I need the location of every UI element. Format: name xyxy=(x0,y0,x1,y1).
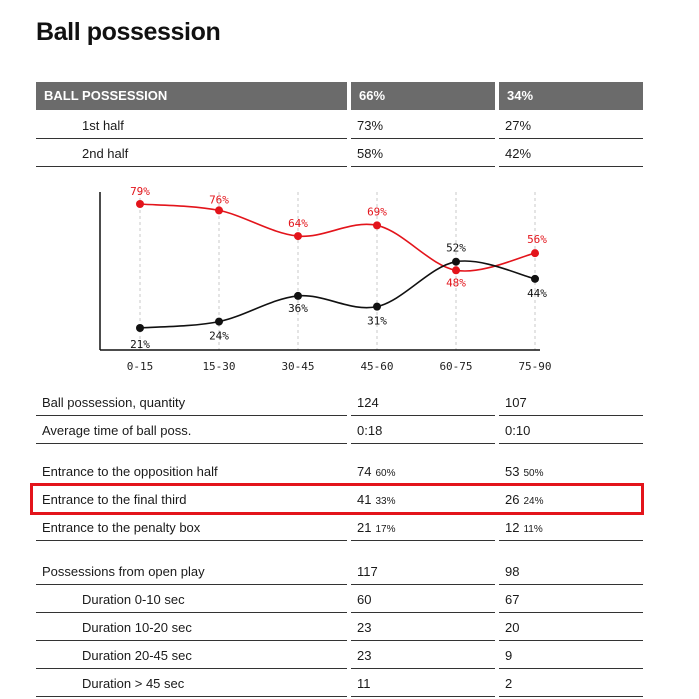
opp-half-home-count: 74 xyxy=(357,464,372,479)
data-label: 36% xyxy=(288,302,308,315)
data-point xyxy=(452,257,460,266)
penalty-box-away: 12 11% xyxy=(499,513,643,541)
first-half-home: 73% xyxy=(351,111,495,139)
header-label: BALL POSSESSION xyxy=(36,82,347,110)
final-third-away-pct: 24% xyxy=(523,496,544,507)
x-tick-label: 15-30 xyxy=(202,360,235,373)
data-point xyxy=(452,266,460,275)
x-tick-label: 0-15 xyxy=(127,360,154,373)
quantity-home: 124 xyxy=(351,388,495,416)
second-half-away: 42% xyxy=(499,139,643,167)
penalty-box-label: Entrance to the penalty box xyxy=(36,513,347,541)
opp-half-away-count: 53 xyxy=(505,464,520,479)
quantity-away: 107 xyxy=(499,388,643,416)
duration-over-45-away: 2 xyxy=(499,669,643,697)
possession-line-chart: 79% 76% 64% 69% 48% 56% 21% 24% 36% 31% 52% 44% 0-1… xyxy=(99,185,552,373)
opp-half-away-pct: 50% xyxy=(523,468,544,479)
data-label: 52% xyxy=(446,242,466,255)
data-point xyxy=(136,324,144,332)
first-half-label: 1st half xyxy=(36,111,347,139)
duration-10-20-label: Duration 10-20 sec xyxy=(36,613,347,641)
data-label: 24% xyxy=(209,330,229,343)
final-third-home-count: 41 xyxy=(357,492,372,507)
data-label: 56% xyxy=(527,233,547,246)
avg-time-home: 0:18 xyxy=(351,416,495,444)
duration-0-10-home: 60 xyxy=(351,585,495,613)
duration-10-20-home: 23 xyxy=(351,613,495,641)
open-play-label: Possessions from open play xyxy=(36,557,347,585)
penalty-box-away-pct: 11% xyxy=(523,524,543,535)
data-point xyxy=(373,221,381,230)
header-home-total: 66% xyxy=(351,82,495,110)
duration-20-45-away: 9 xyxy=(499,641,643,669)
series-line-black xyxy=(139,260,536,329)
second-half-home: 58% xyxy=(351,139,495,167)
penalty-box-home-count: 21 xyxy=(357,520,372,535)
data-label: 79% xyxy=(130,185,150,198)
penalty-box-home-pct: 17% xyxy=(375,524,396,535)
data-point xyxy=(215,206,223,215)
second-half-label: 2nd half xyxy=(36,139,347,167)
data-label: 64% xyxy=(288,217,308,230)
data-point xyxy=(294,291,302,300)
x-tick-label: 30-45 xyxy=(281,360,314,373)
duration-0-10-away: 67 xyxy=(499,585,643,613)
quantity-label: Ball possession, quantity xyxy=(36,388,347,416)
opp-half-away: 53 50% xyxy=(499,457,643,485)
chart-series xyxy=(136,200,539,332)
data-point xyxy=(531,274,539,283)
final-third-home-pct: 33% xyxy=(375,496,396,507)
data-label: 44% xyxy=(527,287,547,300)
duration-20-45-home: 23 xyxy=(351,641,495,669)
data-point xyxy=(531,249,539,258)
open-play-home: 117 xyxy=(351,557,495,585)
final-third-highlight-box xyxy=(30,483,644,515)
data-point xyxy=(215,317,223,326)
data-label: 48% xyxy=(446,276,466,289)
avg-time-away: 0:10 xyxy=(499,416,643,444)
data-label: 69% xyxy=(367,205,387,218)
opp-half-label: Entrance to the opposition half xyxy=(36,457,347,485)
duration-20-45-label: Duration 20-45 sec xyxy=(36,641,347,669)
opp-half-home-pct: 60% xyxy=(375,468,396,479)
duration-over-45-home: 11 xyxy=(351,669,495,697)
header-away-total: 34% xyxy=(499,82,643,110)
first-half-away: 27% xyxy=(499,111,643,139)
page-title: Ball possession xyxy=(36,18,221,46)
data-point xyxy=(373,302,381,311)
open-play-away: 98 xyxy=(499,557,643,585)
penalty-box-home: 21 17% xyxy=(351,513,495,541)
data-point xyxy=(136,200,144,208)
chart-x-ticks: 0-15 15-30 30-45 45-60 60-75 75-90 xyxy=(127,360,552,373)
x-tick-label: 60-75 xyxy=(439,360,472,373)
data-point xyxy=(294,232,302,241)
chart-labels: 79% 76% 64% 69% 48% 56% 21% 24% 36% 31% 52% 44% xyxy=(130,185,547,351)
duration-10-20-away: 20 xyxy=(499,613,643,641)
data-label: 76% xyxy=(209,193,229,206)
duration-0-10-label: Duration 0-10 sec xyxy=(36,585,347,613)
series-line-red xyxy=(139,203,536,272)
final-third-away-count: 26 xyxy=(505,492,520,507)
data-label: 31% xyxy=(367,315,387,328)
penalty-box-away-count: 12 xyxy=(505,520,520,535)
duration-over-45-label: Duration > 45 sec xyxy=(36,669,347,697)
data-label: 21% xyxy=(130,338,150,351)
opp-half-home: 74 60% xyxy=(351,457,495,485)
x-tick-label: 75-90 xyxy=(518,360,551,373)
x-tick-label: 45-60 xyxy=(360,360,393,373)
avg-time-label: Average time of ball poss. xyxy=(36,416,347,444)
